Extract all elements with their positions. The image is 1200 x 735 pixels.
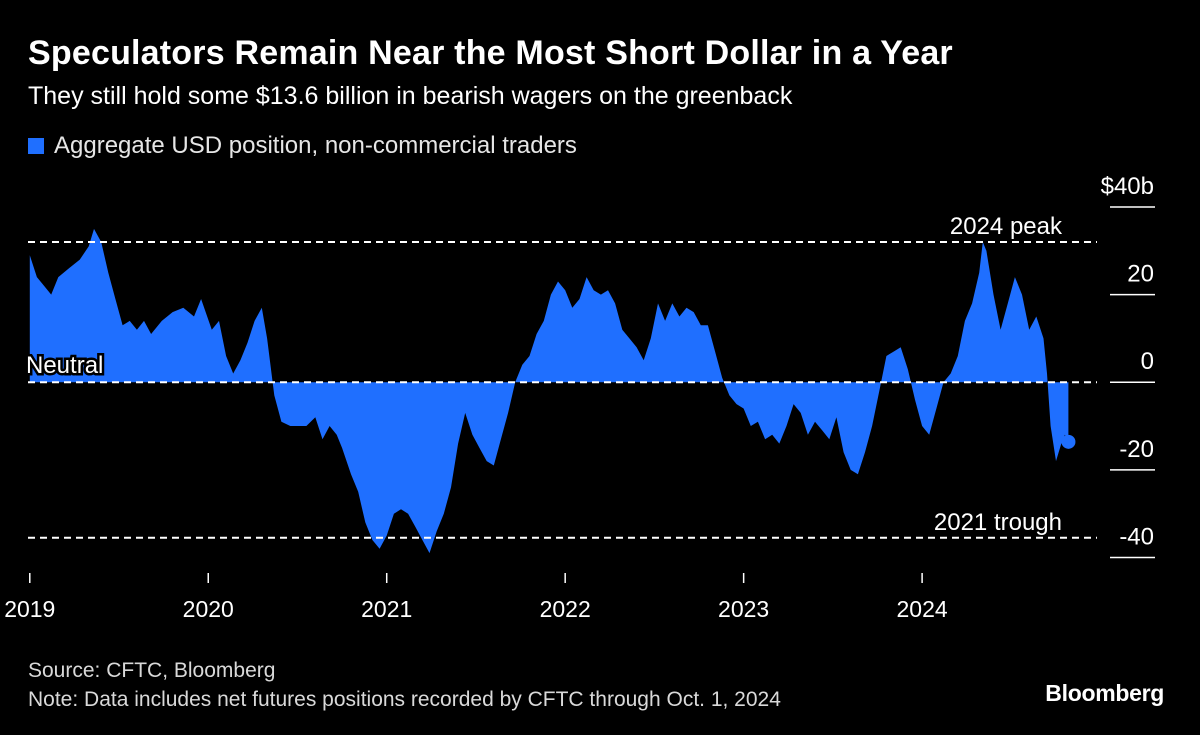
- y-tick-label: -20: [1119, 436, 1154, 463]
- y-tick-label: 20: [1127, 261, 1154, 288]
- y-tick-label: $40b: [1101, 173, 1154, 200]
- series-area: [29, 228, 1069, 554]
- x-tick-label: 2021: [361, 596, 412, 622]
- reference-line-label: 2021 trough: [934, 509, 1062, 536]
- endpoint-marker: [1061, 434, 1076, 449]
- reference-line-label: Neutral: [26, 352, 103, 379]
- x-tick-label: 2022: [540, 596, 591, 622]
- footer: Source: CFTC, Bloomberg Note: Data inclu…: [28, 656, 781, 714]
- x-tick-label: 2023: [718, 596, 769, 622]
- legend-label: Aggregate USD position, non-commercial t…: [54, 132, 577, 159]
- chart-subtitle: They still hold some $13.6 billion in be…: [28, 82, 793, 110]
- y-tick-label: 0: [1141, 348, 1154, 375]
- x-tick-label: 2024: [897, 596, 948, 622]
- chart-title: Speculators Remain Near the Most Short D…: [28, 34, 953, 72]
- legend: Aggregate USD position, non-commercial t…: [28, 132, 577, 160]
- source-note: Source: CFTC, Bloomberg: [28, 659, 276, 682]
- y-tick-label: -40: [1119, 523, 1154, 550]
- data-note: Note: Data includes net futures position…: [28, 688, 781, 711]
- bloomberg-logo: Bloomberg: [1045, 680, 1164, 706]
- reference-line-label: 2024 peak: [950, 213, 1063, 240]
- legend-swatch: [28, 138, 44, 154]
- x-tick-label: 2019: [4, 596, 55, 622]
- x-tick-label: 2020: [183, 596, 234, 622]
